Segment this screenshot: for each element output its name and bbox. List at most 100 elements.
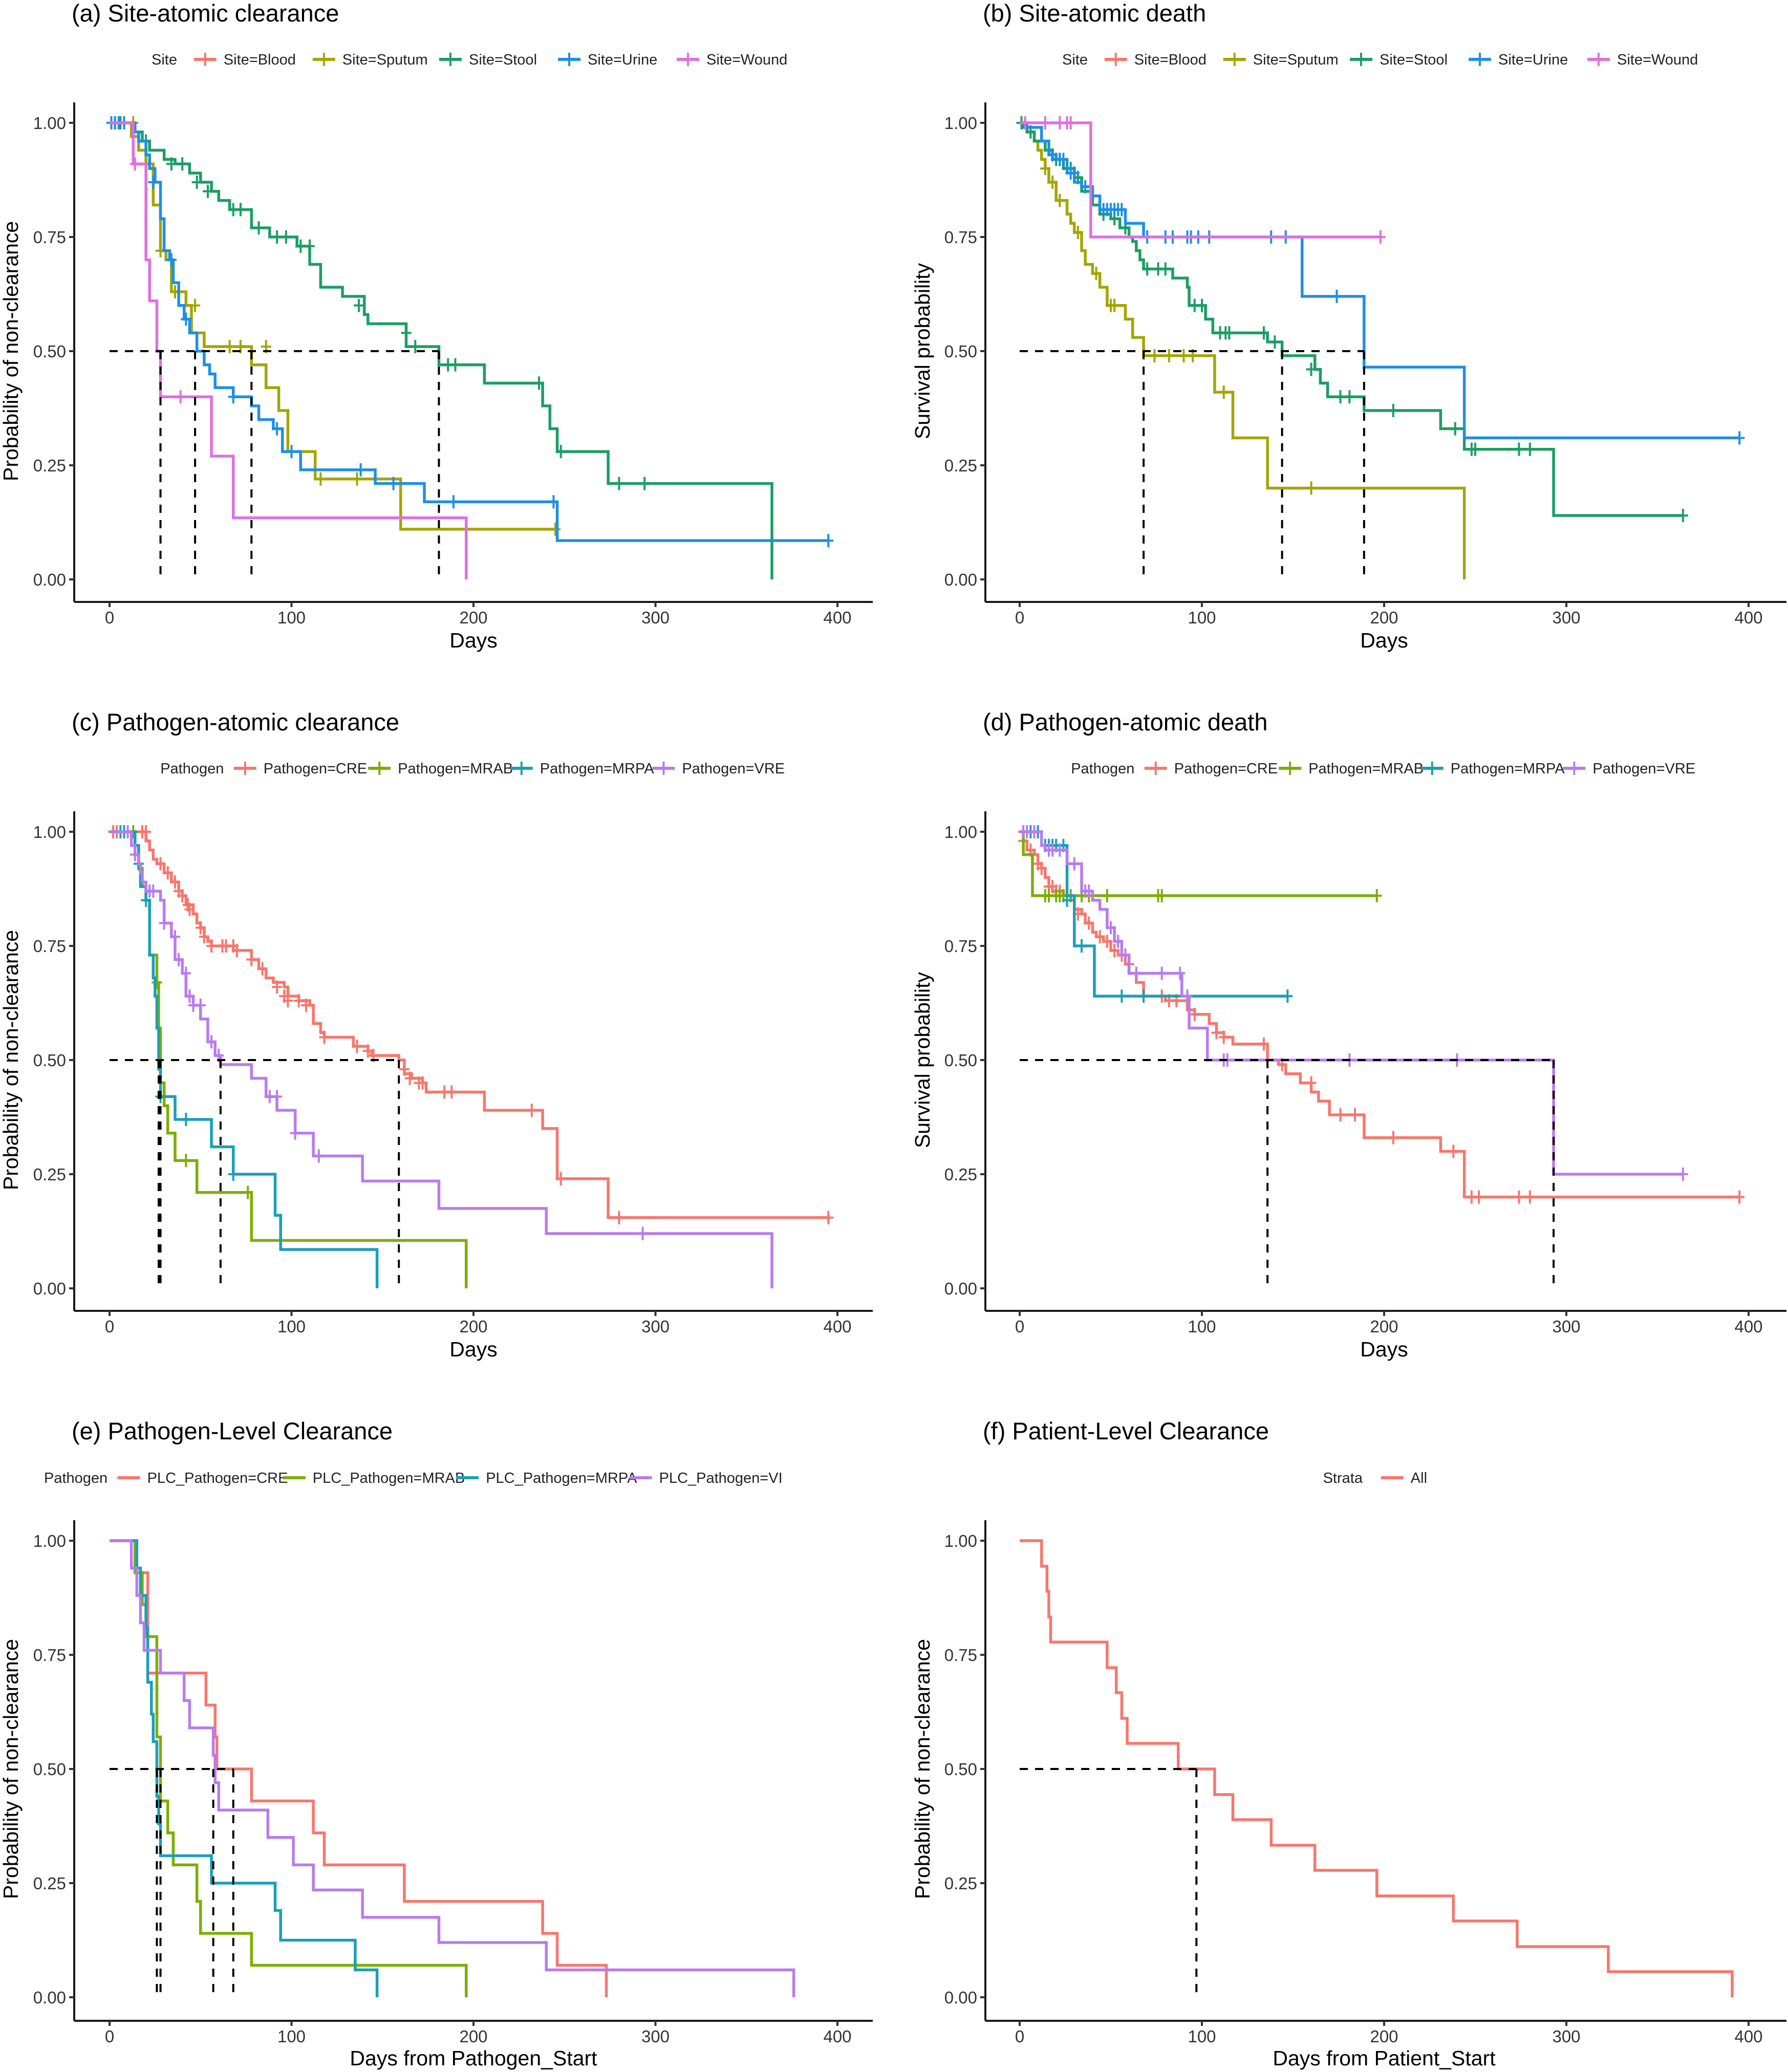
y-tick-label: 0.75 — [33, 228, 66, 247]
legend-label: All — [1411, 1470, 1427, 1486]
y-tick-label: 0.25 — [944, 1874, 977, 1893]
series-pathogen-cre — [108, 825, 834, 1224]
legend-label: Site=Wound — [706, 52, 787, 68]
y-tick-label: 0.75 — [33, 1646, 66, 1665]
x-tick-label: 400 — [1734, 608, 1762, 627]
y-tick-label: 0.50 — [33, 1760, 66, 1779]
legend-title: Pathogen — [160, 761, 224, 777]
x-tick-label: 0 — [105, 1317, 114, 1336]
legend-label: Site=Stool — [1380, 52, 1448, 68]
y-tick-label: 0.50 — [33, 342, 66, 361]
panel-f: (f) Patient-Level Clearance Days from Pa… — [911, 1417, 1786, 2070]
km-curve — [110, 1539, 795, 1997]
y-axis-title: Survival probability — [911, 263, 934, 439]
panel-title: (c) Pathogen-atomic clearance — [72, 708, 399, 736]
y-tick-label: 0.25 — [944, 1165, 977, 1184]
legend: Pathogen PLC_Pathogen=CRE PLC_Pathogen=MRA… — [44, 1470, 783, 1486]
legend-label: Site=Sputum — [1253, 52, 1339, 68]
y-tick-label: 0.00 — [944, 1988, 977, 2007]
x-axis-title: Days from Patient_Start — [1273, 2046, 1496, 2070]
y-tick-label: 1.00 — [33, 823, 66, 841]
legend-label: Pathogen=MRPA — [1451, 761, 1565, 777]
legend: Site Site=Blood Site=Sputum Site=Stool Site=… — [152, 52, 787, 68]
panel-title: (a) Site-atomic clearance — [72, 0, 339, 27]
legend-label: Site=Wound — [1617, 52, 1698, 68]
x-tick-label: 0 — [105, 2027, 114, 2046]
y-tick-label: 0.75 — [944, 1646, 977, 1665]
legend-label: Pathogen=MRPA — [540, 761, 654, 777]
legend-title: Strata — [1323, 1470, 1363, 1486]
x-tick-label: 400 — [1734, 1317, 1762, 1336]
legend-label: Site=Sputum — [342, 52, 428, 68]
series-site-sputum — [1020, 121, 1466, 579]
y-tick-label: 0.25 — [33, 456, 66, 475]
x-tick-label: 300 — [641, 608, 670, 627]
legend-label: Site=Urine — [588, 52, 657, 68]
y-tick-label: 0.25 — [33, 1165, 66, 1184]
y-tick-label: 0.25 — [944, 456, 977, 475]
x-tick-label: 400 — [823, 2027, 851, 2046]
panel-e: (e) Pathogen-Level Clearance Days from P… — [0, 1417, 873, 2070]
y-tick-label: 0.00 — [33, 1988, 66, 2007]
y-axis-title: Probability of non-clearance — [0, 930, 23, 1190]
km-curve — [110, 1539, 468, 1997]
y-axis-title: Probability of non-clearance — [0, 221, 23, 481]
y-tick-label: 1.00 — [33, 114, 66, 133]
y-tick-label: 0.50 — [944, 342, 977, 361]
legend-title: Site — [1062, 52, 1088, 68]
series-site-sputum — [110, 116, 561, 536]
x-tick-label: 300 — [1552, 608, 1580, 627]
legend: Site Site=Blood Site=Sputum Site=Stool Site=… — [1062, 52, 1698, 68]
legend-title: Pathogen — [44, 1470, 107, 1486]
panel-title: (f) Patient-Level Clearance — [983, 1417, 1269, 1444]
y-axis-title: Probability of non-clearance — [0, 1639, 23, 1899]
legend: Pathogen Pathogen=CRE Pathogen=MRAB Pathoge… — [1071, 761, 1695, 777]
y-axis-title: Survival probability — [911, 972, 934, 1148]
x-tick-label: 100 — [1188, 1317, 1216, 1336]
x-tick-label: 0 — [1015, 2027, 1024, 2046]
series-plc-pathogen-mrab — [110, 1539, 468, 1997]
y-tick-label: 0.50 — [944, 1760, 977, 1779]
panel-d: (d) Pathogen-atomic death Days Survival … — [911, 708, 1786, 1361]
legend-label: Pathogen=MRAB — [1308, 761, 1424, 777]
x-tick-label: 400 — [823, 1317, 851, 1336]
legend-label: PLC_Pathogen=CRE — [147, 1470, 288, 1486]
x-tick-label: 100 — [1188, 608, 1216, 627]
x-tick-label: 300 — [1552, 2027, 1580, 2046]
panel-a: (a) Site-atomic clearance Days Probabili… — [0, 0, 873, 652]
series-plc-pathogen-mrpa — [110, 1539, 379, 1997]
y-axis-title: Probability of non-clearance — [911, 1639, 934, 1899]
panel-title: (d) Pathogen-atomic death — [983, 708, 1268, 736]
legend-label: Site=Blood — [1134, 52, 1207, 68]
panel-title: (b) Site-atomic death — [983, 0, 1206, 27]
panel-c: (c) Pathogen-atomic clearance Days Proba… — [0, 708, 873, 1361]
y-tick-label: 0.00 — [944, 1279, 977, 1298]
y-tick-label: 1.00 — [944, 1531, 977, 1550]
x-tick-label: 200 — [1370, 2027, 1398, 2046]
x-tick-label: 200 — [459, 2027, 487, 2046]
x-tick-label: 100 — [277, 2027, 306, 2046]
y-tick-label: 0.00 — [33, 1279, 66, 1298]
x-tick-label: 100 — [277, 608, 306, 627]
y-tick-label: 0.25 — [33, 1874, 66, 1893]
x-axis-title: Days — [1360, 629, 1408, 652]
x-tick-label: 0 — [1015, 1317, 1024, 1336]
x-axis-title: Days — [449, 629, 497, 652]
x-tick-label: 200 — [459, 1317, 487, 1336]
y-tick-label: 1.00 — [944, 114, 977, 133]
panel-title: (e) Pathogen-Level Clearance — [72, 1417, 393, 1444]
y-tick-label: 1.00 — [33, 1531, 66, 1550]
legend-label: Pathogen=MRAB — [398, 761, 513, 777]
y-tick-label: 0.50 — [944, 1051, 977, 1070]
legend: Strata All — [1323, 1470, 1427, 1486]
x-tick-label: 100 — [277, 1317, 306, 1336]
x-tick-label: 300 — [641, 2027, 670, 2046]
km-curve — [110, 1539, 379, 1997]
legend-label: Pathogen=VRE — [1592, 761, 1695, 777]
y-tick-label: 0.50 — [33, 1051, 66, 1070]
y-tick-label: 1.00 — [944, 823, 977, 841]
x-tick-label: 0 — [1015, 608, 1024, 627]
y-tick-label: 0.75 — [944, 937, 977, 956]
legend-label: PLC_Pathogen=VI — [659, 1470, 783, 1486]
legend-label: Site=Urine — [1498, 52, 1568, 68]
